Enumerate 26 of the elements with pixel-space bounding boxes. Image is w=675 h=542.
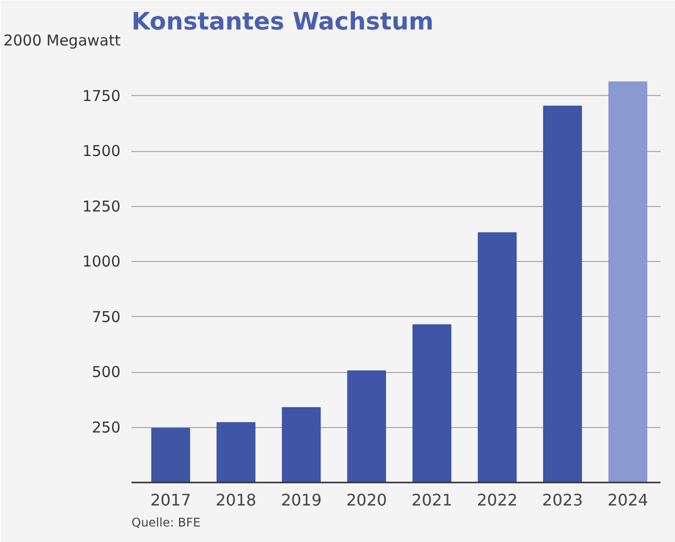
bar <box>608 81 648 482</box>
chart-title: Konstantes Wachstum <box>132 8 434 36</box>
x-tick-label: 2020 <box>346 490 387 510</box>
source-note: Quelle: BFE <box>132 516 201 530</box>
bar <box>347 370 386 482</box>
y-tick-label: 750 <box>92 308 121 326</box>
y-tick-label: 2000 Megawatt <box>3 32 121 50</box>
y-tick-label: 1000 <box>82 252 121 270</box>
bar <box>282 407 321 482</box>
x-tick-label: 2022 <box>476 490 518 510</box>
bar <box>478 232 517 482</box>
bar <box>216 422 256 482</box>
x-tick-label: 2019 <box>280 490 322 510</box>
y-tick-label: 1250 <box>82 197 121 216</box>
x-tick-label: 2021 <box>412 490 452 510</box>
bar <box>412 324 452 482</box>
y-tick-label: 500 <box>92 363 121 381</box>
y-tick-label: 1750 <box>82 86 121 105</box>
x-tick-label: 2018 <box>216 490 256 510</box>
y-tick-label: 1500 <box>82 142 121 160</box>
y-tick-label: 250 <box>92 418 121 436</box>
bar <box>543 106 582 482</box>
bar <box>151 428 190 482</box>
x-tick-label: 2017 <box>150 490 192 510</box>
x-tick-label: 2024 <box>607 490 648 510</box>
x-tick-label: 2023 <box>542 490 583 510</box>
